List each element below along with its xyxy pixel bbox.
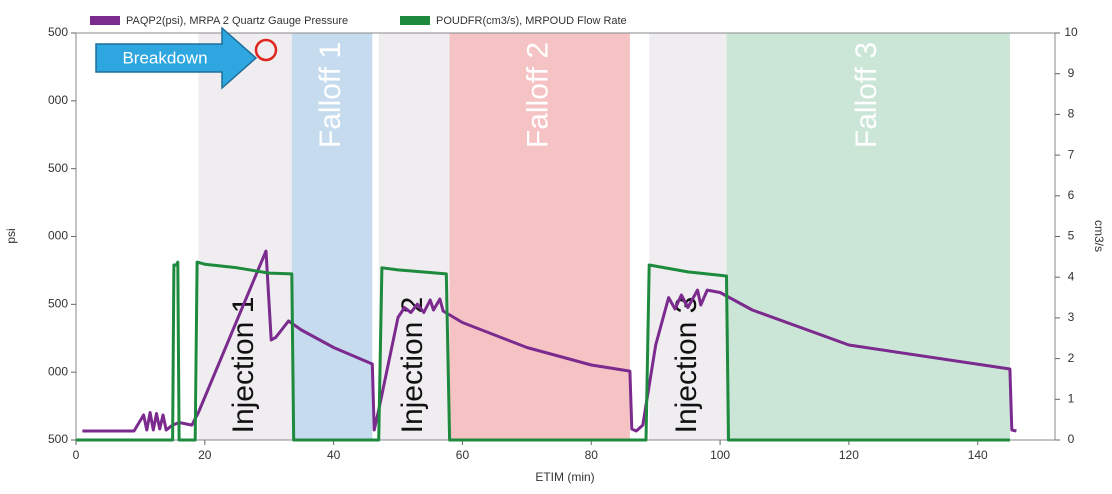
region (291, 33, 373, 440)
x-tick-label: 140 (968, 448, 988, 462)
region (378, 33, 450, 440)
y2-tick-label: 7 (1068, 147, 1075, 161)
y-tick-label: 500 (48, 432, 68, 446)
y2-tick-label: 1 (1068, 391, 1075, 405)
y2-tick-label: 6 (1068, 188, 1075, 202)
y2-tick-label: 4 (1068, 269, 1075, 283)
legend-label: POUDFR(cm3/s), MRPOUD Flow Rate (436, 15, 627, 27)
region-label: Falloff 1 (314, 42, 347, 148)
region-label: Injection 1 (227, 297, 260, 434)
annotation-arrow (95, 26, 258, 90)
x-tick-label: 100 (710, 448, 730, 462)
y-tick-label: 500 (48, 25, 68, 39)
x-tick-label: 20 (198, 448, 212, 462)
y2-axis-label: cm3/s (1092, 220, 1106, 252)
legend-label: PAQP2(psi), MRPA 2 Quartz Gauge Pressure (126, 15, 348, 27)
legend-swatch (400, 16, 430, 25)
series-line (82, 249, 1017, 433)
y2-tick-label: 8 (1068, 107, 1075, 121)
y2-tick-label: 3 (1068, 310, 1075, 324)
y-tick-label: 500 (48, 297, 68, 311)
region (726, 33, 1010, 440)
y-axis-label: psi (4, 228, 18, 243)
annotation-circle (254, 38, 278, 62)
x-tick-label: 120 (839, 448, 859, 462)
x-tick-label: 80 (585, 448, 599, 462)
region (649, 33, 727, 440)
annotation: Breakdown (122, 48, 207, 67)
region-label: Falloff 3 (850, 42, 883, 148)
y2-tick-label: 9 (1068, 66, 1075, 80)
region (449, 33, 630, 440)
series-line (76, 260, 1010, 442)
legend-swatch (90, 16, 120, 25)
y2-tick-label: 2 (1068, 351, 1075, 365)
x-tick-label: 0 (73, 448, 80, 462)
y-tick-label: 500 (48, 161, 68, 175)
x-axis-label: ETIM (min) (535, 470, 594, 484)
y2-tick-label: 10 (1064, 25, 1078, 39)
region-label: Falloff 2 (522, 42, 555, 148)
y2-tick-label: 5 (1068, 229, 1075, 243)
region-label: Injection 2 (396, 297, 429, 434)
regions (198, 33, 1010, 440)
region-label: Injection 3 (670, 297, 703, 434)
y-tick-label: 000 (48, 364, 68, 378)
x-tick-label: 40 (327, 448, 341, 462)
y-tick-label: 000 (48, 229, 68, 243)
y-tick-label: 000 (48, 93, 68, 107)
x-tick-label: 60 (456, 448, 470, 462)
y2-tick-label: 0 (1068, 432, 1075, 446)
